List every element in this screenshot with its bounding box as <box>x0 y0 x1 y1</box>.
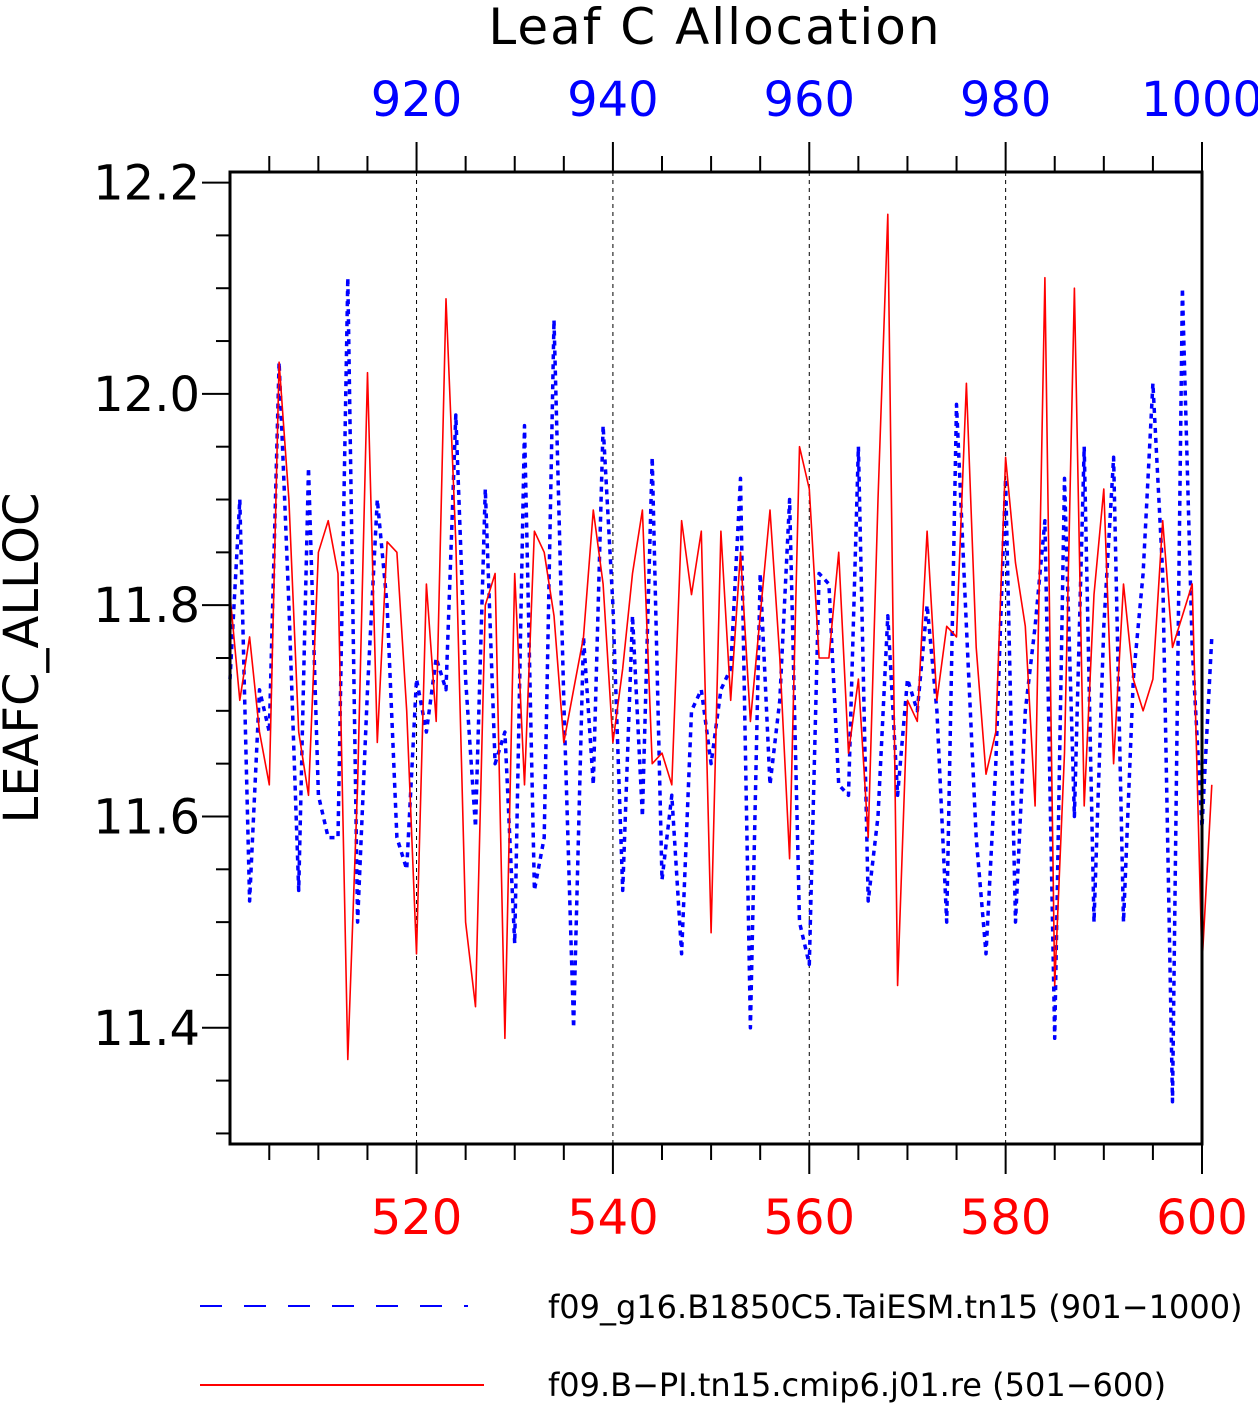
series-line-1 <box>228 275 1214 1104</box>
legend-label-series-2: f09.B−PI.tn15.cmip6.j01.re (501−600) <box>548 1366 1166 1404</box>
y-tick-label-1: 11.6 <box>93 789 200 845</box>
top-tick-label-1: 940 <box>567 72 659 128</box>
plot-frame <box>228 170 1204 1146</box>
bottom-tick-label-0: 520 <box>371 1190 463 1246</box>
y-tick-label-2: 11.8 <box>93 578 200 634</box>
top-tick-label-2: 960 <box>763 72 855 128</box>
bottom-tick-label-2: 560 <box>763 1190 855 1246</box>
bottom-tick-label-3: 580 <box>960 1190 1052 1246</box>
series-line-2 <box>229 213 1213 1061</box>
y-axis-label: LEAFC_ALLOC <box>0 493 50 824</box>
top-tick-label-3: 980 <box>960 72 1052 128</box>
bottom-tick-label-4: 600 <box>1156 1190 1248 1246</box>
series-layer <box>228 213 1214 1104</box>
top-tick-label-4: 1000 <box>1141 72 1258 128</box>
y-tick-label-4: 12.2 <box>93 156 200 212</box>
legend-label-series-1: f09_g16.B1850C5.TaiESM.tn15 (901−1000) <box>548 1288 1243 1326</box>
y-tick-label-3: 12.0 <box>93 367 200 423</box>
chart-title: Leaf C Allocation <box>488 0 941 56</box>
legend: f09_g16.B1850C5.TaiESM.tn15 (901−1000) f… <box>200 1288 1243 1404</box>
bottom-tick-label-1: 540 <box>567 1190 659 1246</box>
y-tick-label-0: 11.4 <box>93 1001 200 1057</box>
top-tick-label-0: 920 <box>371 72 463 128</box>
gridlines <box>416 172 1007 1144</box>
axes-layer: 11.4 11.6 11.8 12.0 12.2 520 540 560 580 600 920 94… <box>93 72 1258 1246</box>
